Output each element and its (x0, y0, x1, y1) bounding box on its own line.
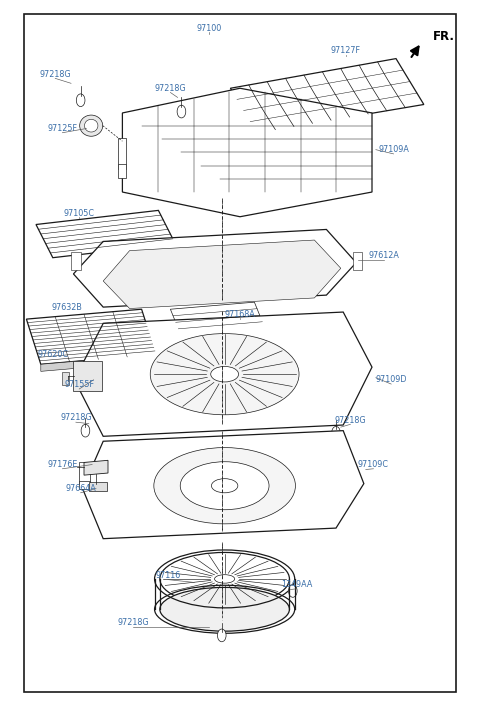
Polygon shape (74, 312, 372, 436)
Polygon shape (83, 431, 364, 539)
Text: 97125F: 97125F (48, 124, 77, 133)
Ellipse shape (160, 587, 289, 631)
Ellipse shape (84, 119, 98, 132)
Circle shape (332, 426, 340, 439)
Polygon shape (26, 309, 156, 364)
Text: 97612A: 97612A (369, 251, 399, 260)
Text: 97109D: 97109D (375, 376, 407, 384)
Bar (71, 252, 81, 270)
Text: 97100: 97100 (196, 24, 221, 32)
Polygon shape (41, 354, 156, 371)
Text: 97176E: 97176E (47, 460, 78, 469)
Polygon shape (36, 210, 175, 258)
Bar (79, 481, 90, 489)
Text: 97218G: 97218G (39, 70, 71, 78)
Ellipse shape (215, 575, 235, 583)
Text: 97218G: 97218G (155, 84, 186, 92)
Text: 97116: 97116 (156, 571, 180, 580)
FancyBboxPatch shape (73, 361, 102, 391)
Bar (89, 482, 107, 491)
Polygon shape (84, 460, 108, 475)
Ellipse shape (211, 366, 239, 382)
Polygon shape (170, 302, 265, 335)
Circle shape (177, 105, 186, 118)
Text: 97218G: 97218G (335, 416, 366, 424)
Bar (118, 164, 126, 178)
Text: 97105C: 97105C (64, 210, 95, 218)
Bar (62, 372, 69, 385)
Text: 97109C: 97109C (358, 460, 389, 469)
Ellipse shape (160, 552, 289, 605)
Polygon shape (73, 229, 356, 307)
Polygon shape (103, 240, 341, 309)
Bar (79, 462, 90, 484)
Text: 97218G: 97218G (60, 414, 92, 422)
Ellipse shape (80, 115, 103, 136)
Polygon shape (122, 88, 372, 217)
Ellipse shape (180, 462, 269, 510)
Bar (353, 252, 362, 270)
Polygon shape (230, 59, 424, 133)
Circle shape (81, 424, 90, 437)
Text: 97620C: 97620C (37, 350, 68, 359)
Circle shape (288, 585, 297, 597)
Ellipse shape (150, 334, 299, 414)
Text: 97632B: 97632B (52, 303, 83, 311)
Circle shape (217, 629, 226, 642)
Text: 97127F: 97127F (331, 47, 360, 55)
Text: 97218G: 97218G (118, 618, 149, 627)
Ellipse shape (212, 479, 238, 493)
Text: 97168A: 97168A (225, 310, 255, 318)
Ellipse shape (154, 448, 296, 524)
Text: 97664A: 97664A (65, 484, 96, 493)
Text: FR.: FR. (433, 30, 455, 43)
Bar (118, 138, 126, 169)
Text: 97155F: 97155F (64, 381, 94, 389)
Circle shape (76, 94, 85, 107)
Text: 97109A: 97109A (378, 145, 409, 154)
Text: 1349AA: 1349AA (281, 580, 312, 589)
